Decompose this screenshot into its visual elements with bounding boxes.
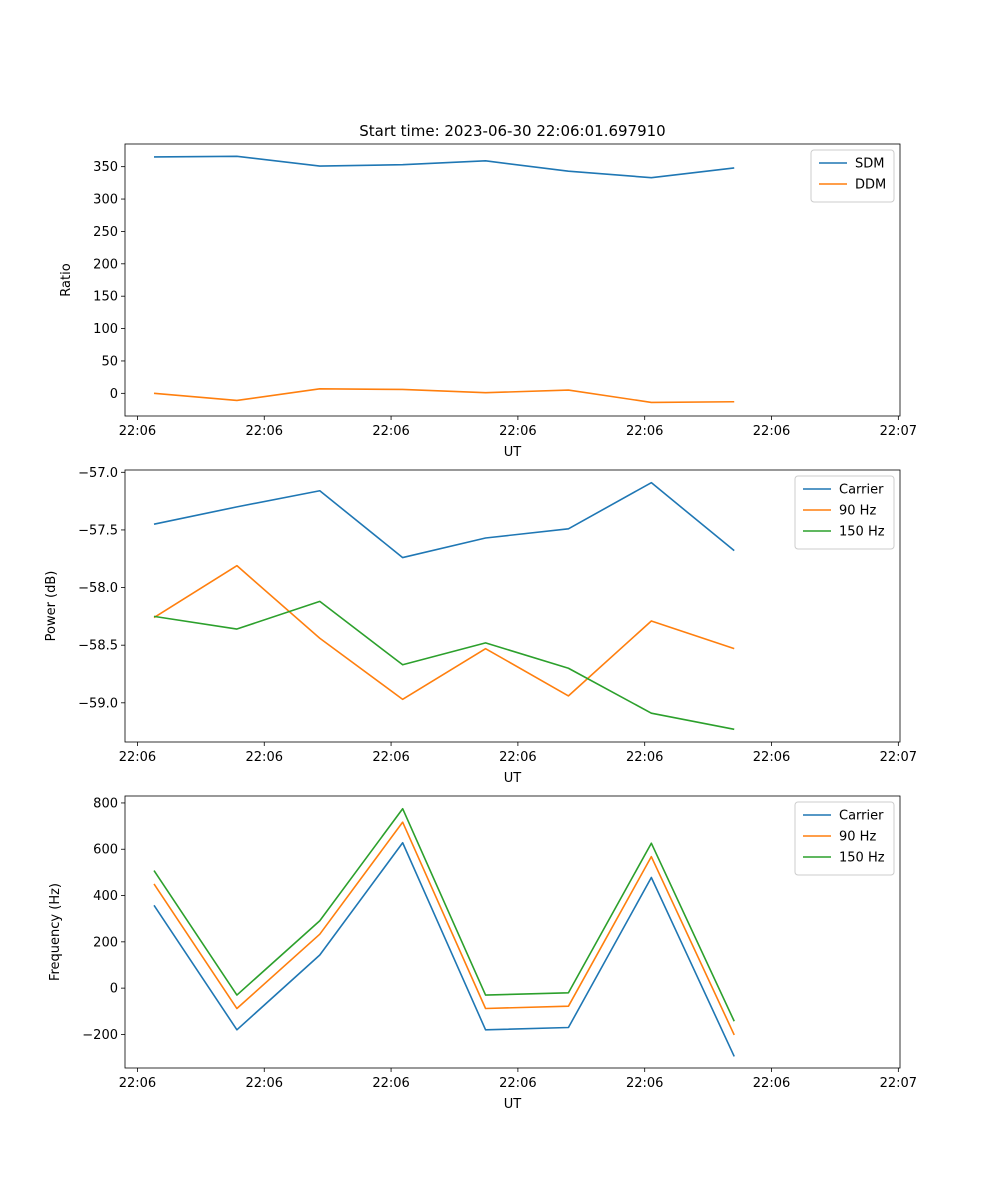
y-tick-label: −57.5 <box>78 523 118 538</box>
x-tick-label: 22:06 <box>499 424 536 439</box>
legend: Carrier 90 Hz 150 Hz <box>794 475 895 550</box>
legend-label-ddm: DDM <box>855 178 886 193</box>
series-line-sdm <box>154 155 735 179</box>
y-tick-label: 250 <box>93 225 118 240</box>
x-tick-label: 22:06 <box>246 750 283 765</box>
x-tick-label: 22:06 <box>372 750 409 765</box>
series-line-carrier <box>153 481 735 559</box>
y-tick-label: −59.0 <box>78 696 118 711</box>
ratio-panel: 22:06 22:06 22:06 22:06 22:06 22:06 22:07 0 50 10… <box>59 143 917 460</box>
y-tick-label: 350 <box>93 160 118 175</box>
x-tick-label: 22:06 <box>119 424 156 439</box>
legend-label-carrier: Carrier <box>839 483 884 498</box>
x-tick-label: 22:06 <box>626 424 663 439</box>
y-tick-label: −58.0 <box>78 581 118 596</box>
x-tick-label: 22:06 <box>753 1076 790 1091</box>
x-tick-label: 22:06 <box>626 750 663 765</box>
x-tick-label: 22:06 <box>626 1076 663 1091</box>
x-tick-label: 22:06 <box>499 1076 536 1091</box>
y-tick-label: 300 <box>93 193 118 208</box>
legend-label-90-hz: 90 Hz <box>839 830 876 845</box>
series-line-90-hz <box>153 821 735 1036</box>
y-tick-label: −58.5 <box>78 639 118 654</box>
x-tick-label: 22:06 <box>372 1076 409 1091</box>
y-tick-label: 0 <box>110 982 118 997</box>
legend-label-90-hz: 90 Hz <box>839 504 876 519</box>
y-tick-label: −200 <box>82 1028 118 1043</box>
x-axis-label: UT <box>504 1097 522 1112</box>
x-tick-label: 22:06 <box>753 424 790 439</box>
x-tick-label: 22:06 <box>499 750 536 765</box>
axes-frame <box>124 143 901 417</box>
x-axis-label: UT <box>504 445 522 460</box>
legend-label-150-hz: 150 Hz <box>839 525 885 540</box>
x-tick-label: 22:06 <box>372 424 409 439</box>
x-tick-label: 22:07 <box>880 424 917 439</box>
legend-label-sdm: SDM <box>855 157 884 172</box>
x-tick-label: 22:06 <box>246 1076 283 1091</box>
x-tick-label: 22:07 <box>880 1076 917 1091</box>
series-line-150-hz <box>153 600 735 731</box>
figure-title: Start time: 2023-06-30 22:06:01.697910 <box>359 122 665 140</box>
x-tick-label: 22:06 <box>119 750 156 765</box>
axes-frame <box>124 469 901 743</box>
power-panel: 22:06 22:06 22:06 22:06 22:06 22:06 22:07 −59.0… <box>44 466 917 786</box>
series-line-90-hz <box>153 564 735 701</box>
series-line-ddm <box>153 387 735 404</box>
y-tick-label: 200 <box>93 935 118 950</box>
y-axis-label: Frequency (Hz) <box>48 883 63 981</box>
legend: SDM DDM <box>810 149 895 203</box>
x-axis-label: UT <box>504 771 522 786</box>
y-tick-label: 600 <box>93 843 118 858</box>
x-tick-label: 22:07 <box>880 750 917 765</box>
y-tick-label: −57.0 <box>78 466 118 481</box>
series-line-150-hz <box>153 807 735 1022</box>
legend-label-150-hz: 150 Hz <box>839 851 885 866</box>
axes-frame <box>124 795 901 1069</box>
y-tick-label: 800 <box>93 796 118 811</box>
x-tick-label: 22:06 <box>753 750 790 765</box>
y-tick-label: 400 <box>93 889 118 904</box>
y-tick-label: 100 <box>93 322 118 337</box>
series-line-carrier <box>153 841 735 1057</box>
x-tick-label: 22:06 <box>119 1076 156 1091</box>
y-tick-label: 200 <box>93 257 118 272</box>
y-tick-label: 150 <box>93 290 118 305</box>
y-axis-label: Power (dB) <box>44 571 59 642</box>
legend: Carrier 90 Hz 150 Hz <box>794 801 895 876</box>
x-tick-label: 22:06 <box>246 424 283 439</box>
y-tick-label: 50 <box>101 354 118 369</box>
legend-label-carrier: Carrier <box>839 809 884 824</box>
y-tick-label: 0 <box>110 387 118 402</box>
y-axis-label: Ratio <box>59 263 74 296</box>
frequency-panel: 22:06 22:06 22:06 22:06 22:06 22:06 22:07 −200 0… <box>48 795 917 1112</box>
